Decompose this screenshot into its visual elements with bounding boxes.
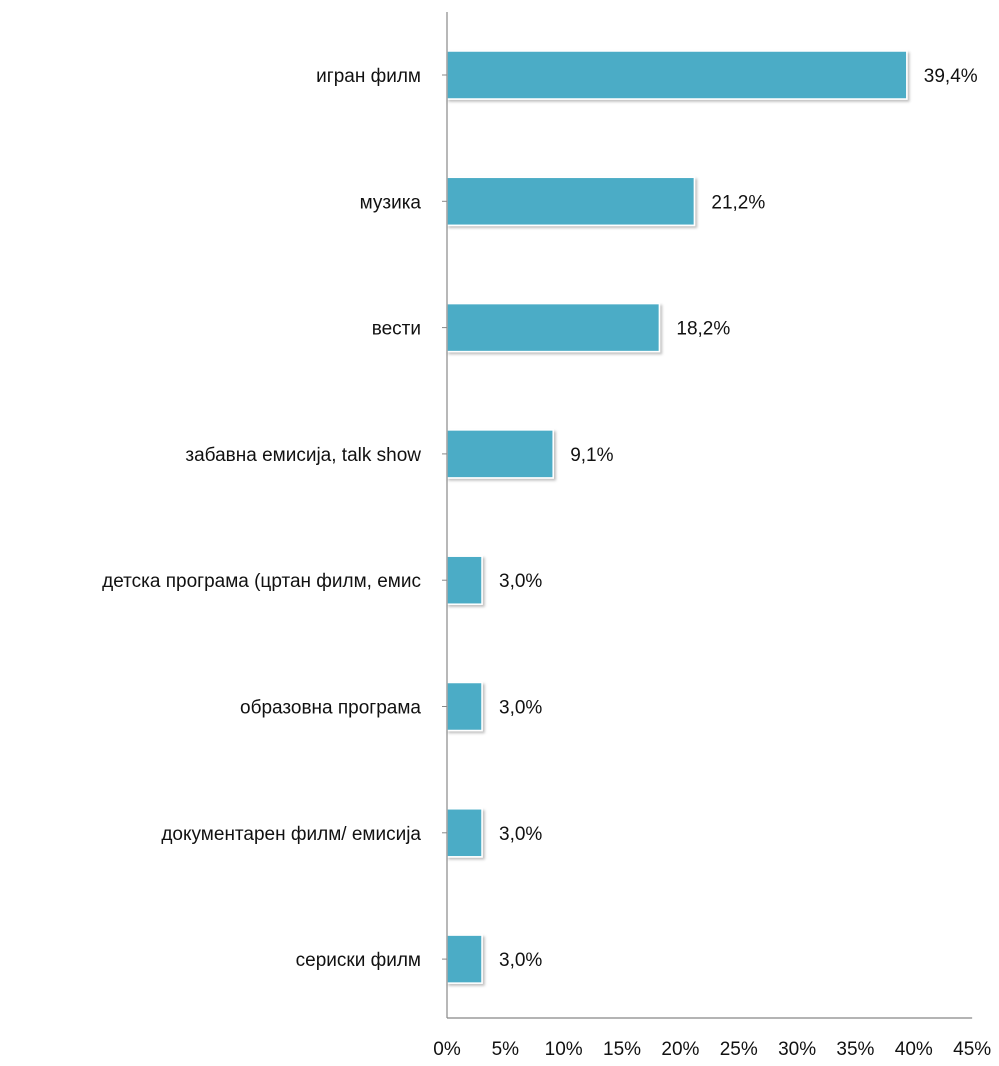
- category-label: детска програма (цртан филм, емис: [102, 571, 421, 592]
- category-label: музика: [360, 192, 422, 213]
- bar: [446, 681, 483, 732]
- x-tick-label: 35%: [836, 1039, 874, 1060]
- x-tick-label: 30%: [778, 1039, 816, 1060]
- axis-layer: [442, 12, 973, 1019]
- x-tick-label: 15%: [603, 1039, 641, 1060]
- bars-layer: [446, 50, 908, 984]
- bar: [446, 176, 696, 227]
- bar: [446, 934, 483, 984]
- x-tick-label: 20%: [661, 1039, 699, 1060]
- x-tick-label: 0%: [433, 1039, 461, 1060]
- data-label: 3,0%: [499, 950, 542, 971]
- x-tick-label: 40%: [895, 1039, 933, 1060]
- category-label: сериски филм: [296, 950, 421, 971]
- data-label: 3,0%: [499, 824, 542, 845]
- data-label: 3,0%: [499, 698, 542, 719]
- category-label: забавна емисија, talk show: [185, 445, 421, 466]
- bar: [446, 808, 483, 858]
- category-label: игран филм: [316, 66, 421, 87]
- data-label: 9,1%: [570, 445, 613, 466]
- data-label: 21,2%: [711, 192, 765, 213]
- x-tick-label: 25%: [720, 1039, 758, 1060]
- x-tick-label: 45%: [953, 1039, 991, 1060]
- bar: [446, 429, 554, 479]
- bar: [446, 50, 908, 100]
- bar: [446, 555, 483, 605]
- category-label: документарен филм/ емисија: [161, 824, 421, 845]
- data-label: 39,4%: [924, 66, 978, 87]
- data-label: 3,0%: [499, 571, 542, 592]
- bar: [446, 302, 661, 353]
- labels-layer: игран филм 39,4% музика 21,2% вести 18,2% заба…: [102, 66, 991, 1060]
- x-tick-label: 5%: [492, 1039, 520, 1060]
- x-tick-label: 10%: [545, 1039, 583, 1060]
- data-label: 18,2%: [676, 319, 730, 340]
- category-label: образовна програма: [240, 698, 421, 719]
- category-label: вести: [372, 319, 421, 340]
